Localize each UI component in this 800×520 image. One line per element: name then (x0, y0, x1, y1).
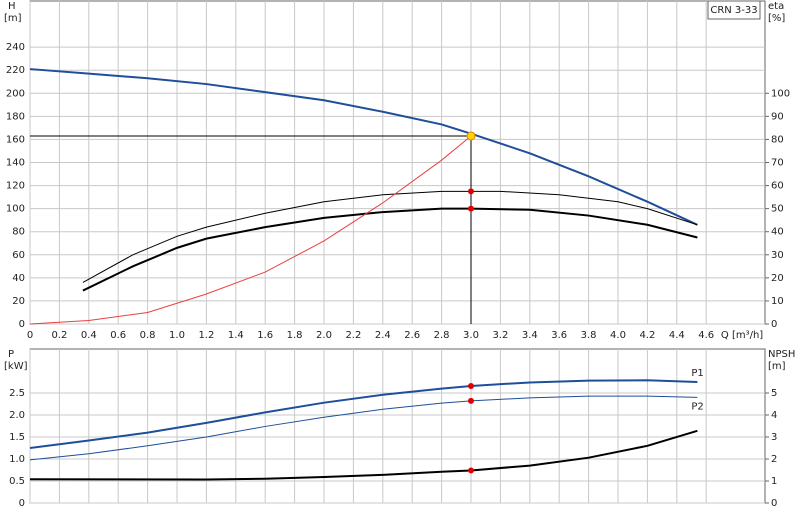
y2-unit: [m] (768, 361, 786, 372)
y-tick-label: 0 (19, 319, 25, 330)
x-tick-label: 2.4 (375, 330, 391, 341)
y-tick-label: 180 (6, 111, 25, 122)
series-label: P1 (691, 368, 703, 379)
x-tick-label: 0.8 (140, 330, 156, 341)
operating-dot (468, 205, 474, 212)
y-tick-label: 220 (6, 65, 25, 76)
y2-label: NPSH (768, 349, 795, 360)
x-tick-label: 1.8 (287, 330, 303, 341)
y2-tick-label: 50 (771, 204, 784, 215)
x-tick-label: 2.6 (404, 330, 420, 341)
y-unit: [kW] (4, 361, 28, 372)
operating-point (466, 131, 476, 141)
y-tick-label: 2.5 (9, 388, 25, 399)
y2-tick-label: 2 (771, 454, 777, 465)
y2-tick-label: 40 (771, 227, 784, 238)
x-tick-label: 2.8 (434, 330, 450, 341)
y2-tick-label: 30 (771, 250, 784, 261)
x-label: Q [m³/h] (721, 330, 763, 341)
x-tick-label: 1.6 (257, 330, 273, 341)
x-tick-label: 0.2 (51, 330, 67, 341)
y2-unit: [%] (768, 13, 785, 24)
series-label: P2 (691, 401, 703, 412)
x-tick-label: 0.4 (81, 330, 97, 341)
x-tick-label: 3.8 (581, 330, 597, 341)
y-tick-label: 1.0 (9, 454, 25, 465)
y-tick-label: 1.5 (9, 432, 25, 443)
y-tick-label: 20 (12, 296, 25, 307)
y-unit: [m] (4, 13, 22, 24)
y2-tick-label: 90 (771, 111, 784, 122)
curve (29, 429, 698, 481)
x-tick-label: 0.6 (110, 330, 126, 341)
x-tick-label: 3.4 (522, 330, 538, 341)
x-tick-label: 3.6 (551, 330, 567, 341)
y2-tick-label: 100 (771, 88, 790, 99)
y-tick-label: 240 (6, 42, 25, 53)
curve (29, 395, 698, 461)
y2-tick-label: 1 (771, 476, 777, 487)
y2-tick-label: 0 (771, 319, 777, 330)
chart-title: CRN 3-33 (710, 5, 757, 16)
y2-tick-label: 4 (771, 410, 777, 421)
plot-area (29, 348, 766, 504)
curve (82, 190, 698, 283)
x-tick-label: 4.0 (610, 330, 626, 341)
y2-tick-label: 3 (771, 432, 777, 443)
x-tick-label: 3.0 (463, 330, 479, 341)
y2-tick-label: 0 (771, 498, 777, 509)
y2-tick-label: 80 (771, 134, 784, 145)
y2-label: eta (768, 1, 784, 12)
y2-tick-label: 20 (771, 273, 784, 284)
y2-tick-label: 70 (771, 158, 784, 169)
operating-dot (468, 188, 474, 195)
y-tick-label: 100 (6, 204, 25, 215)
y-tick-label: 160 (6, 134, 25, 145)
x-tick-label: 2.0 (316, 330, 332, 341)
y-tick-label: 80 (12, 227, 25, 238)
y-tick-label: 120 (6, 181, 25, 192)
y2-tick-label: 10 (771, 296, 784, 307)
y2-tick-label: 5 (771, 388, 777, 399)
y-tick-label: 60 (12, 250, 25, 261)
curve (29, 379, 698, 449)
curve (29, 68, 698, 226)
legend-box (707, 0, 761, 20)
x-tick-label: 1.4 (228, 330, 244, 341)
x-tick-label: 1.2 (198, 330, 214, 341)
operating-dot (468, 397, 474, 404)
y-tick-label: 200 (6, 88, 25, 99)
x-tick-label: 4.4 (669, 330, 685, 341)
y-tick-label: 140 (6, 158, 25, 169)
x-tick-label: 0 (27, 330, 33, 341)
y2-tick-label: 60 (771, 181, 784, 192)
y-tick-label: 0.5 (9, 476, 25, 487)
x-tick-label: 4.6 (698, 330, 714, 341)
y-tick-label: 2.0 (9, 410, 25, 421)
y-label: H (8, 1, 16, 12)
y-tick-label: 40 (12, 273, 25, 284)
curve (82, 207, 698, 292)
curve (29, 135, 472, 325)
y-tick-label: 0 (19, 498, 25, 509)
x-tick-label: 4.2 (639, 330, 655, 341)
x-tick-label: 3.2 (492, 330, 508, 341)
operating-dot (468, 467, 474, 474)
y-label: P (8, 349, 14, 360)
x-tick-label: 2.2 (345, 330, 361, 341)
operating-dot (468, 382, 474, 389)
x-tick-label: 1.0 (169, 330, 185, 341)
